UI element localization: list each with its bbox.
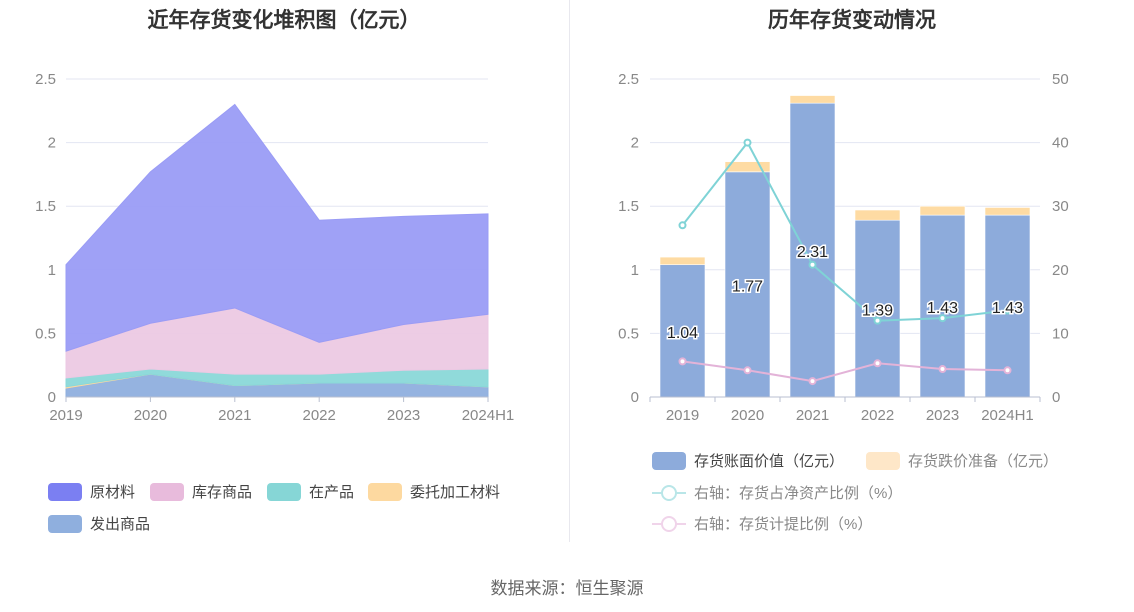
x-tick-label: 2022 xyxy=(303,407,336,424)
x-tick-label: 2020 xyxy=(134,407,167,424)
legend-label: 右轴：存货占净资产比例（%） xyxy=(694,485,903,502)
area-series xyxy=(65,103,489,352)
bar xyxy=(854,209,901,221)
legend-label: 发出商品 xyxy=(90,516,151,533)
legend-item-impairment[interactable]: 存货跌价准备（亿元） xyxy=(866,450,1058,471)
y2-tick-label: 10 xyxy=(1052,325,1069,342)
legend-label: 原材料 xyxy=(90,484,136,501)
line-point xyxy=(678,221,687,230)
bar xyxy=(919,205,966,216)
line-point xyxy=(938,365,947,374)
bar-data-label: 2.31 xyxy=(797,244,828,261)
y-tick-label: 2.5 xyxy=(618,71,639,88)
x-tick-label: 2022 xyxy=(861,407,894,424)
line-point xyxy=(1003,306,1012,315)
legend-label: 库存商品 xyxy=(192,484,253,501)
left-chart-panel: 近年存货变化堆积图（亿元） 0 0.5 1 1.5 2 2.5 2019 2020 2021 20… xyxy=(0,0,568,560)
y2-tick-label: 0 xyxy=(1052,389,1060,406)
left-chart-title: 近年存货变化堆积图（亿元） xyxy=(147,9,421,32)
panel-divider xyxy=(569,0,570,542)
bar-data-label: 1.43 xyxy=(927,300,958,317)
y2-tick-label: 20 xyxy=(1052,262,1069,279)
line-point xyxy=(743,138,752,147)
legend-item-book-value[interactable]: 存货账面价值（亿元） xyxy=(652,450,844,471)
x-tick-label: 2023 xyxy=(387,407,420,424)
y-tick-label: 2 xyxy=(48,135,56,152)
x-tick-label: 2021 xyxy=(218,407,251,424)
data-source-note: 数据来源：恒生聚源 xyxy=(490,579,644,598)
line-point xyxy=(743,366,752,375)
bar-data-label: 1.77 xyxy=(732,278,763,295)
legend-line-swatch xyxy=(652,484,686,502)
bar xyxy=(789,95,836,104)
x-tick-label: 2019 xyxy=(666,407,699,424)
legend-swatch xyxy=(150,482,184,501)
legend-item-wip[interactable]: 在产品 xyxy=(267,481,354,502)
bar-data-label: 1.04 xyxy=(667,325,698,342)
x-tick-label: 2023 xyxy=(926,407,959,424)
line-point xyxy=(873,316,882,325)
right-chart-title: 历年存货变动情况 xyxy=(768,9,936,32)
line-point xyxy=(938,314,947,323)
legend-swatch xyxy=(267,482,301,501)
y-tick-label: 1 xyxy=(631,262,639,279)
line-point xyxy=(873,359,882,368)
x-tick-label: 2020 xyxy=(731,407,764,424)
bar xyxy=(724,161,771,173)
y2-tick-label: 50 xyxy=(1052,71,1069,88)
y-tick-label: 0.5 xyxy=(618,325,639,342)
legend-item-goods-shipped[interactable]: 发出商品 xyxy=(48,513,150,534)
stacked-area-chart: 0 0.5 1 1.5 2 2.5 2019 2020 2021 2022 2023 2024H1 xyxy=(35,71,515,424)
legend-swatch xyxy=(368,482,402,501)
legend-item-consigned-materials[interactable]: 委托加工材料 xyxy=(368,481,500,502)
legend-label: 存货账面价值（亿元） xyxy=(694,453,845,470)
line-point xyxy=(808,260,817,269)
bar-data-label: 1.43 xyxy=(992,300,1023,317)
bar xyxy=(984,207,1031,216)
line-point xyxy=(808,377,817,386)
x-tick-label: 2024H1 xyxy=(462,407,515,424)
legend-item-finished-goods[interactable]: 库存商品 xyxy=(150,481,252,502)
bar xyxy=(724,171,771,398)
legend-item-net-asset-ratio[interactable]: 右轴：存货占净资产比例（%） xyxy=(652,482,902,503)
line-series xyxy=(681,140,1008,322)
x-tick-label: 2024H1 xyxy=(981,407,1034,424)
y-tick-label: 2 xyxy=(631,135,639,152)
legend-swatch xyxy=(48,482,82,501)
legend-item-provision-ratio[interactable]: 右轴：存货计提比例（%） xyxy=(652,513,872,534)
line-point xyxy=(1003,366,1012,375)
y-tick-label: 0.5 xyxy=(35,325,56,342)
x-tick-label: 2021 xyxy=(796,407,829,424)
legend-label: 右轴：存货计提比例（%） xyxy=(694,516,873,533)
x-tick-label: 2019 xyxy=(49,407,82,424)
legend-swatch xyxy=(866,451,900,470)
bar-line-combo-chart: 0 0.5 1 1.5 2 2.5 0 10 20 30 40 50 2019 2020 2021 2022 2… xyxy=(618,71,1069,424)
line-point xyxy=(678,357,687,366)
y2-tick-label: 30 xyxy=(1052,198,1069,215)
y-tick-label: 1.5 xyxy=(618,198,639,215)
legend-swatch xyxy=(652,451,686,470)
right-chart-panel: 历年存货变动情况 0 0.5 1 1.5 2 2.5 0 10 20 30 40 50 2019 2020… xyxy=(570,0,1134,560)
y-tick-label: 1.5 xyxy=(35,198,56,215)
legend-label: 委托加工材料 xyxy=(410,484,501,501)
legend-line-swatch xyxy=(652,515,686,533)
y-tick-label: 1 xyxy=(48,262,56,279)
bar xyxy=(659,264,706,398)
legend-label: 在产品 xyxy=(309,484,355,501)
y-tick-label: 0 xyxy=(631,389,639,406)
bar-data-label: 1.39 xyxy=(862,303,893,320)
y2-tick-label: 40 xyxy=(1052,135,1069,152)
y-tick-label: 2.5 xyxy=(35,71,56,88)
bar xyxy=(659,256,706,266)
line-series xyxy=(682,360,1008,383)
legend-label: 存货跌价准备（亿元） xyxy=(908,453,1059,470)
legend-swatch xyxy=(48,514,82,533)
legend-item-raw-material[interactable]: 原材料 xyxy=(48,481,135,502)
y-tick-label: 0 xyxy=(48,389,56,406)
